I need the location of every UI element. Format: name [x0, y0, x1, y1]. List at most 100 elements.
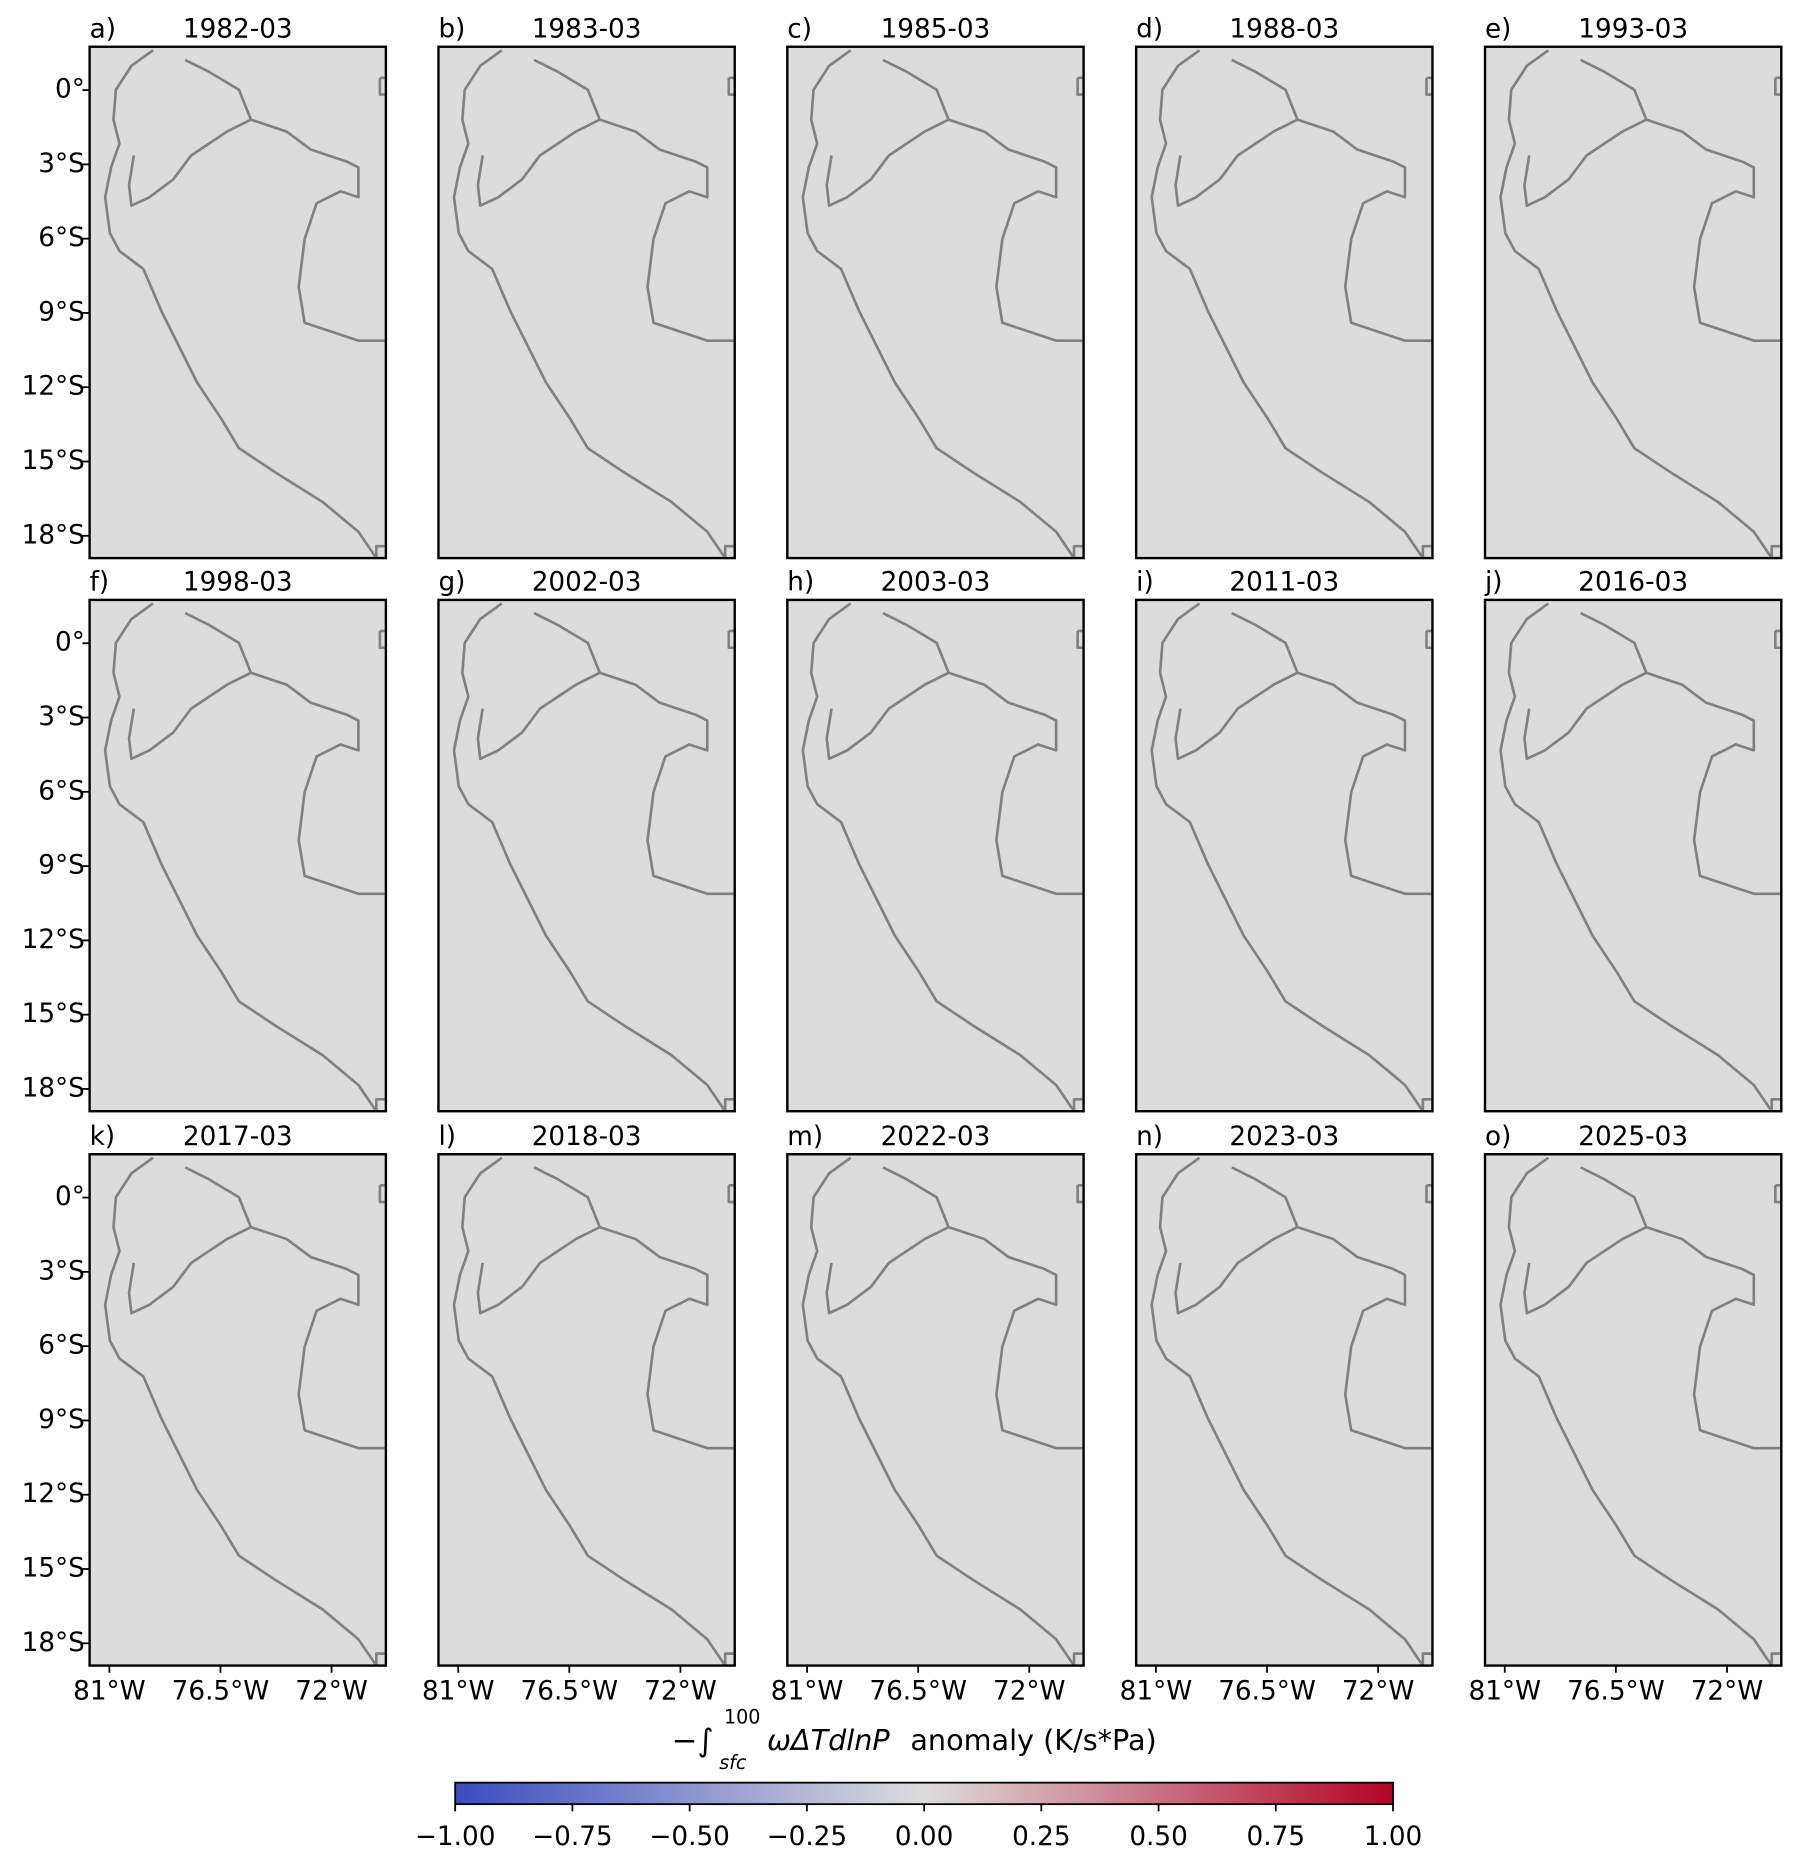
coastline [801, 49, 1076, 559]
y-tick-label: 3°S [38, 702, 85, 732]
panel-frame [437, 45, 736, 560]
y-tick-label: 3°S [38, 1256, 85, 1286]
colorbar-tick-label: 1.00 [1364, 1822, 1422, 1852]
coastline [1150, 602, 1424, 1112]
panel-frame [786, 45, 1085, 560]
panel-label: o) [1485, 1122, 1511, 1152]
x-tick-label: 72°W [1342, 1676, 1415, 1706]
x-tick-label: 76.5°W [172, 1676, 270, 1706]
panel-background [438, 599, 735, 1112]
colorbar-tick-label: −1.00 [415, 1822, 496, 1852]
panel-label: f) [90, 568, 110, 598]
y-tick-label: 3°S [38, 149, 85, 179]
panel-title: 1993-03 [1578, 15, 1688, 45]
country-borders [1174, 611, 1433, 1112]
map-panel: a) 1982-03 0° 3°S 6°S 9°S 12°S 15°S 18°S [22, 15, 388, 560]
map-panel: n) 2023-03 81°W 76.5°W 72°W [1120, 1122, 1434, 1706]
panel-label: j) [1484, 568, 1503, 598]
panel-background [1136, 1154, 1433, 1666]
coastline [1499, 49, 1773, 559]
map-panel: f) 1998-03 0° 3°S 6°S 9°S 12°S 15°S 18°S [22, 568, 388, 1113]
panel-frame [1134, 1153, 1434, 1667]
y-tick-label: 15°S [22, 446, 85, 476]
coastline [103, 1156, 378, 1667]
panel-label: k) [90, 1122, 115, 1152]
country-borders [825, 611, 1084, 1112]
panel-label: c) [787, 15, 812, 45]
panel-title: 1982-03 [183, 15, 293, 45]
panel-title: 2011-03 [1229, 568, 1339, 598]
country-borders [1523, 611, 1782, 1112]
panel-label: b) [438, 15, 465, 45]
panel-title: 1988-03 [1229, 15, 1339, 45]
country-borders [825, 1166, 1084, 1666]
y-tick-label: 9°S [38, 297, 85, 327]
panel-title: 2023-03 [1229, 1122, 1339, 1152]
panel-background [89, 46, 386, 559]
y-tick-label: 0° [55, 628, 85, 658]
panel-title: 2025-03 [1578, 1122, 1688, 1152]
map-panel: c) 1985-03 [786, 15, 1085, 560]
panel-label: a) [90, 15, 116, 45]
coastline [103, 49, 378, 559]
panel-title: 2016-03 [1578, 568, 1688, 598]
coastline [452, 49, 727, 559]
country-borders [1523, 1166, 1782, 1666]
colorbar-tick-label: 0.00 [895, 1822, 953, 1852]
panel-background [1485, 599, 1782, 1112]
panel-title: 2018-03 [532, 1122, 642, 1152]
y-tick-label: 6°S [38, 776, 85, 806]
map-panel: l) 2018-03 81°W 76.5°W 72°W [422, 1122, 736, 1706]
x-tick-label: 81°W [73, 1676, 146, 1706]
panel-background [1136, 46, 1433, 559]
colorbar-label-lower: sfc [719, 1751, 747, 1774]
panel-background [89, 599, 386, 1112]
panel-frame [1483, 45, 1783, 560]
country-borders [825, 58, 1084, 559]
panel-title: 2022-03 [881, 1122, 991, 1152]
panel-label: h) [787, 568, 814, 598]
panel-label: n) [1136, 1122, 1163, 1152]
country-borders [1174, 58, 1433, 559]
x-tick-label: 72°W [993, 1676, 1066, 1706]
y-tick-label: 12°S [22, 925, 85, 955]
coastline [801, 602, 1076, 1112]
country-borders [127, 58, 386, 559]
x-tick-label: 81°W [1469, 1676, 1542, 1706]
panel-background [1485, 46, 1782, 559]
panel-frame [88, 45, 388, 560]
y-tick-label: 18°S [22, 520, 85, 550]
x-tick-label: 72°W [1691, 1676, 1764, 1706]
y-tick-label: 15°S [22, 999, 85, 1029]
panel-label: e) [1485, 15, 1511, 45]
y-tick-label: 6°S [38, 1331, 85, 1361]
x-tick-label: 72°W [295, 1676, 368, 1706]
colorbar-tick-label: 0.25 [1012, 1822, 1070, 1852]
x-tick-label: 76.5°W [521, 1676, 619, 1706]
map-panel: k) 2017-03 0° 3°S 6°S 9°S 12°S 15°S 18°S 81°W 76.5… [22, 1122, 388, 1706]
panel-title: 1983-03 [532, 15, 642, 45]
coastline [1150, 1156, 1424, 1667]
colorbar-label-upper: 100 [724, 1706, 760, 1729]
panel-label: i) [1136, 568, 1154, 598]
map-panel: b) 1983-03 [437, 15, 736, 560]
country-borders [1523, 58, 1782, 559]
panel-frame [786, 1153, 1085, 1667]
x-tick-label: 76.5°W [1567, 1676, 1665, 1706]
colorbar-tick-label: 0.50 [1129, 1822, 1187, 1852]
map-panel: m) 2022-03 81°W 76.5°W 72°W [771, 1122, 1085, 1706]
colorbar-tick-label: −0.50 [649, 1822, 729, 1852]
map-panel: i) 2011-03 [1134, 568, 1434, 1113]
panel-label: d) [1136, 15, 1163, 45]
country-borders [476, 611, 735, 1112]
y-tick-label: 12°S [22, 372, 85, 402]
coastline [1499, 1156, 1773, 1667]
map-panel: h) 2003-03 [786, 568, 1085, 1113]
y-tick-label: 12°S [22, 1479, 85, 1509]
panel-label: m) [787, 1122, 823, 1152]
panel-frame [1483, 598, 1783, 1113]
panel-background [438, 1154, 735, 1666]
y-tick-label: 18°S [22, 1628, 85, 1658]
panel-title: 1998-03 [183, 568, 293, 598]
colorbar-label-integral: −∫ [671, 1723, 713, 1759]
